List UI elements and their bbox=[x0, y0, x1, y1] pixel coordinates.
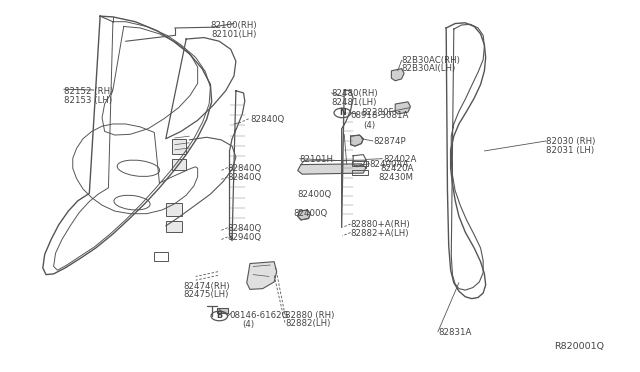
Text: 82420A: 82420A bbox=[381, 164, 414, 173]
Text: 82831A: 82831A bbox=[438, 328, 471, 337]
Text: (4): (4) bbox=[243, 320, 254, 329]
Text: 82840Q: 82840Q bbox=[228, 173, 262, 182]
Text: 82474(RH): 82474(RH) bbox=[183, 282, 230, 291]
Text: 08918-3081A: 08918-3081A bbox=[351, 111, 409, 121]
Text: 82840Q: 82840Q bbox=[228, 224, 262, 233]
Text: 82882(LH): 82882(LH) bbox=[285, 319, 330, 328]
Text: 82101H: 82101H bbox=[300, 155, 333, 164]
Text: 82153 (LH): 82153 (LH) bbox=[64, 96, 112, 105]
Text: N: N bbox=[339, 108, 346, 118]
FancyBboxPatch shape bbox=[217, 308, 228, 313]
Text: 82475(LH): 82475(LH) bbox=[183, 291, 228, 299]
Polygon shape bbox=[395, 102, 410, 114]
FancyBboxPatch shape bbox=[166, 203, 182, 216]
Text: 82B30AC(RH): 82B30AC(RH) bbox=[401, 56, 460, 65]
Text: 82400Q: 82400Q bbox=[298, 190, 332, 199]
Text: R820001Q: R820001Q bbox=[554, 342, 605, 351]
FancyBboxPatch shape bbox=[172, 159, 186, 170]
Polygon shape bbox=[351, 135, 364, 146]
Polygon shape bbox=[392, 68, 404, 81]
Text: 08146-6162G: 08146-6162G bbox=[230, 311, 289, 320]
Text: 82400AA: 82400AA bbox=[370, 160, 409, 169]
Text: 82480(RH): 82480(RH) bbox=[332, 89, 378, 98]
Polygon shape bbox=[298, 164, 366, 174]
Text: 82100(RH): 82100(RH) bbox=[211, 21, 257, 30]
Polygon shape bbox=[246, 262, 276, 289]
Text: 82430M: 82430M bbox=[379, 173, 413, 182]
Text: 82152 (RH): 82152 (RH) bbox=[64, 87, 113, 96]
Text: 82031 (LH): 82031 (LH) bbox=[546, 146, 595, 155]
FancyBboxPatch shape bbox=[166, 221, 182, 232]
Text: B: B bbox=[216, 311, 222, 320]
Text: 82840Q: 82840Q bbox=[250, 115, 284, 124]
Text: 82940Q: 82940Q bbox=[228, 233, 262, 242]
Text: 82840Q: 82840Q bbox=[228, 164, 262, 173]
Text: 82030 (RH): 82030 (RH) bbox=[546, 137, 596, 146]
Text: 82880+A(RH): 82880+A(RH) bbox=[351, 220, 410, 229]
Text: 82882+A(LH): 82882+A(LH) bbox=[351, 229, 409, 238]
Text: 82880 (RH): 82880 (RH) bbox=[285, 311, 334, 320]
Text: 82874P: 82874P bbox=[373, 137, 406, 146]
Text: 82B30AI(LH): 82B30AI(LH) bbox=[401, 64, 456, 73]
Text: 82400Q: 82400Q bbox=[293, 209, 328, 218]
Text: 82101(LH): 82101(LH) bbox=[211, 30, 257, 39]
Polygon shape bbox=[298, 210, 310, 220]
Text: (4): (4) bbox=[364, 121, 376, 129]
Text: 82280F: 82280F bbox=[362, 108, 394, 117]
Text: 82402A: 82402A bbox=[384, 155, 417, 164]
FancyBboxPatch shape bbox=[172, 140, 186, 154]
Text: 82481(LH): 82481(LH) bbox=[332, 98, 377, 107]
